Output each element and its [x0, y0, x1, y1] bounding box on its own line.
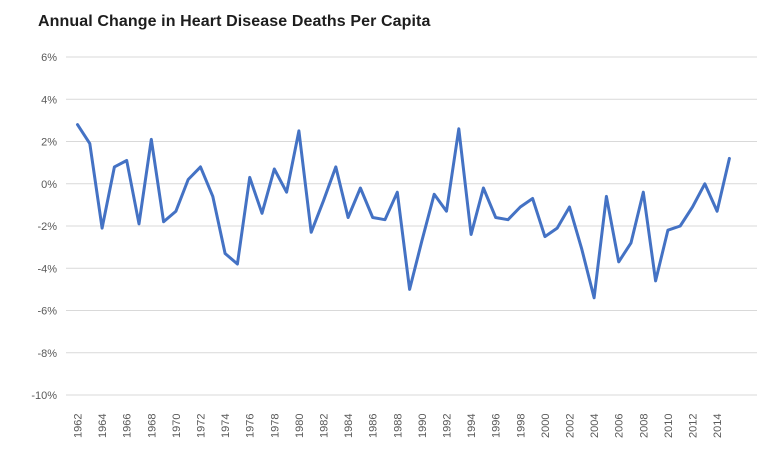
x-axis-tick-label: 1976 [245, 414, 257, 438]
x-axis-tick-label: 1970 [171, 414, 183, 438]
y-axis-labels: 6% 4% 2% 0% -2% -4% -6% -8% -10% [31, 52, 57, 402]
y-axis-tick-label: -10% [31, 390, 57, 402]
x-axis-tick-label: 1964 [97, 414, 109, 438]
x-axis-tick-label: 2014 [712, 414, 724, 438]
x-axis-tick-label: 2008 [638, 414, 650, 438]
x-axis-tick-label: 1998 [515, 414, 527, 438]
y-axis-tick-label: 0% [41, 179, 57, 191]
y-axis-tick-label: -6% [37, 306, 57, 318]
x-axis-tick-label: 1974 [220, 414, 232, 438]
x-axis-tick-label: 1994 [466, 414, 478, 438]
x-axis-tick-label: 1966 [122, 414, 134, 438]
x-axis-tick-label: 1982 [319, 414, 331, 438]
x-axis-tick-label: 1984 [343, 414, 355, 438]
x-axis-tick-label: 1980 [294, 414, 306, 438]
gridlines [66, 56, 757, 396]
x-axis-tick-label: 2012 [688, 414, 700, 438]
y-axis-tick-label: -8% [37, 348, 57, 360]
y-axis-tick-label: 6% [41, 52, 57, 64]
chart-title: Annual Change in Heart Disease Deaths Pe… [38, 13, 431, 30]
x-axis-tick-label: 1972 [196, 414, 208, 438]
x-axis-tick-label: 2000 [540, 414, 552, 438]
y-axis-tick-label: -2% [37, 221, 57, 233]
x-axis-tick-label: 1996 [491, 414, 503, 438]
y-axis-tick-label: 2% [41, 137, 57, 149]
x-axis-tick-label: 2006 [614, 414, 626, 438]
x-axis-labels: 1962 1964 1966 1968 1970 1972 1974 1976 1978 1980… [73, 414, 725, 438]
x-axis-tick-label: 1992 [442, 414, 454, 438]
x-axis-tick-label: 1988 [392, 414, 404, 438]
data-series-line [76, 123, 731, 300]
x-axis-tick-label: 2002 [565, 414, 577, 438]
y-axis-tick-label: 4% [41, 94, 57, 106]
y-axis-tick-label: -4% [37, 263, 57, 275]
x-axis-tick-label: 1962 [73, 414, 85, 438]
x-axis-tick-label: 1968 [146, 414, 158, 438]
x-axis-tick-label: 1978 [269, 414, 281, 438]
x-axis-tick-label: 2004 [589, 414, 601, 438]
x-axis-tick-label: 1986 [368, 414, 380, 438]
x-axis-tick-label: 2010 [663, 414, 675, 438]
x-axis-tick-label: 1990 [417, 414, 429, 438]
